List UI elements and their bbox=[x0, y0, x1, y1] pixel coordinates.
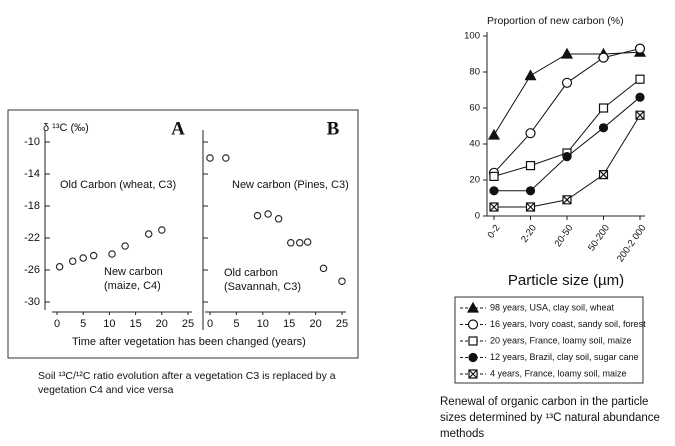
marker bbox=[635, 110, 645, 120]
caption: Soil ¹³C/¹²C ratio evolution after a veg… bbox=[38, 370, 336, 396]
x-tick-label: 5 bbox=[233, 318, 239, 330]
y-tick-label: -10 bbox=[24, 136, 40, 148]
point bbox=[338, 277, 346, 285]
point bbox=[222, 154, 230, 162]
marker bbox=[467, 319, 479, 330]
legend-label: 98 years, USA, clay soil, wheat bbox=[490, 302, 615, 312]
y-tick-label: 60 bbox=[469, 103, 480, 114]
x-axis-label: Particle size (µm) bbox=[508, 272, 624, 289]
x-tick-label: 2-20 bbox=[519, 223, 539, 245]
legend-label: 12 years, Brazil, clay soil, sugar cane bbox=[490, 352, 639, 362]
marker bbox=[562, 152, 572, 162]
marker bbox=[466, 301, 480, 313]
point bbox=[287, 239, 295, 247]
x-tick-label: 25 bbox=[182, 318, 194, 330]
x-tick-label: 200-2 000 bbox=[615, 223, 649, 264]
legend-label: 16 years, Ivory coast, sandy soil, fores… bbox=[490, 319, 646, 329]
y-tick-label: -22 bbox=[24, 232, 40, 244]
point bbox=[121, 242, 129, 250]
annotation: New carbon (maize, C4) bbox=[104, 266, 163, 292]
x-tick-label: 20 bbox=[309, 318, 321, 330]
x-tick-label: 20 bbox=[156, 318, 168, 330]
y-axis-label: δ ¹³C (‰) bbox=[43, 122, 89, 134]
point bbox=[296, 239, 304, 247]
marker bbox=[525, 186, 536, 196]
panel-title: A bbox=[171, 118, 185, 139]
x-tick-label: 10 bbox=[103, 318, 115, 330]
point bbox=[264, 210, 272, 218]
point bbox=[319, 264, 328, 273]
point bbox=[206, 154, 214, 162]
marker bbox=[525, 202, 536, 212]
point bbox=[55, 263, 64, 271]
marker bbox=[598, 52, 609, 63]
panel-frame bbox=[7, 109, 359, 359]
annotation: Old Carbon (wheat, C3) bbox=[60, 179, 177, 191]
x-tick-label: 20-50 bbox=[553, 223, 576, 249]
point bbox=[144, 230, 153, 238]
series-line bbox=[493, 78, 641, 177]
y-tick-label: 40 bbox=[469, 139, 480, 150]
y-tick-label: -14 bbox=[24, 168, 40, 180]
marker bbox=[487, 128, 501, 140]
x-tick-label: 25 bbox=[336, 318, 348, 330]
marker bbox=[635, 92, 645, 102]
point bbox=[89, 251, 98, 260]
point bbox=[158, 226, 166, 234]
chart-title: Proportion of new carbon (%) bbox=[487, 15, 624, 27]
x-tick-label: 0 bbox=[207, 318, 213, 330]
caption: Renewal of organic carbon in the particl… bbox=[440, 396, 660, 440]
marker bbox=[598, 123, 609, 133]
point bbox=[108, 250, 116, 258]
annotation: Old carbon (Savannah, C3) bbox=[224, 267, 302, 293]
marker bbox=[468, 369, 478, 379]
marker bbox=[489, 186, 499, 196]
marker bbox=[468, 352, 478, 363]
marker bbox=[635, 74, 645, 84]
y-tick-label: 80 bbox=[469, 67, 480, 78]
marker bbox=[598, 170, 609, 180]
y-tick-label: 20 bbox=[469, 175, 480, 186]
x-tick-label: 10 bbox=[257, 318, 269, 330]
point bbox=[274, 215, 283, 223]
x-tick-label: 15 bbox=[283, 318, 295, 330]
legend-box bbox=[454, 296, 644, 384]
panel-title: B bbox=[327, 118, 340, 139]
marker bbox=[634, 43, 646, 54]
x-tick-label: 15 bbox=[129, 318, 141, 330]
marker bbox=[524, 69, 537, 81]
x-tick-label: 5 bbox=[80, 318, 86, 330]
x-tick-label: 50-200 bbox=[586, 223, 612, 254]
legend-label: 4 years, France, loamy soil, maize bbox=[490, 368, 627, 378]
y-tick-label: 100 bbox=[464, 31, 480, 42]
x-tick-label: 0-2 bbox=[486, 223, 503, 241]
point bbox=[253, 211, 262, 220]
y-tick-label: -30 bbox=[24, 296, 40, 308]
marker bbox=[561, 77, 573, 88]
marker bbox=[525, 161, 536, 171]
marker bbox=[560, 47, 574, 59]
marker bbox=[598, 103, 609, 113]
y-tick-label: -18 bbox=[24, 200, 40, 212]
marker bbox=[562, 195, 572, 205]
y-tick-label: 0 bbox=[475, 211, 480, 222]
point bbox=[79, 254, 87, 262]
marker bbox=[525, 128, 536, 139]
legend-label: 20 years, France, loamy soil, maize bbox=[490, 335, 632, 345]
x-axis-label: Time after vegetation has been changed (… bbox=[72, 336, 306, 348]
marker bbox=[489, 171, 499, 181]
marker bbox=[489, 202, 499, 212]
series-line bbox=[493, 51, 641, 136]
point bbox=[68, 257, 77, 265]
x-tick-label: 0 bbox=[54, 318, 60, 330]
annotation: New carbon (Pines, C3) bbox=[232, 179, 349, 191]
series-line bbox=[494, 96, 641, 192]
y-tick-label: -26 bbox=[24, 264, 40, 276]
point bbox=[303, 238, 312, 246]
marker bbox=[468, 336, 478, 346]
